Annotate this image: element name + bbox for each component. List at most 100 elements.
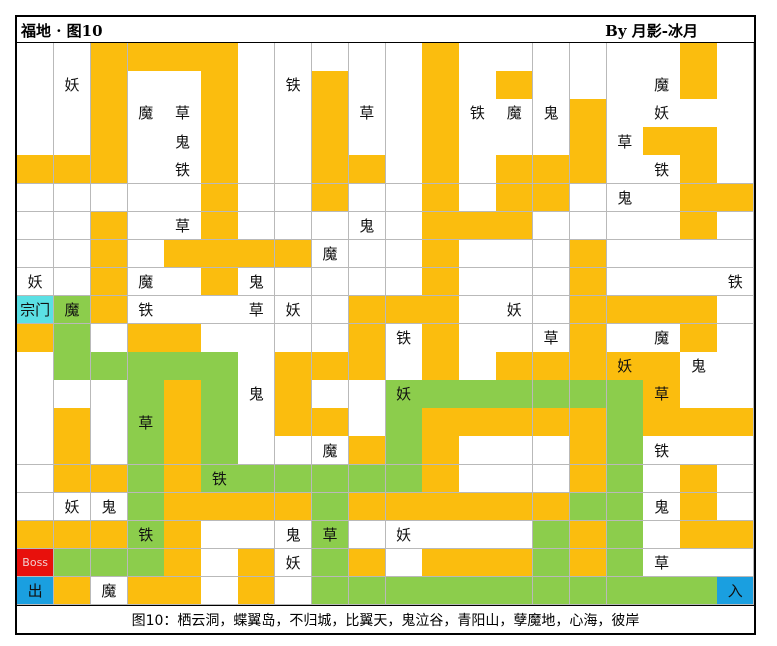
- map-tile: [53, 408, 92, 437]
- map-tile: [274, 239, 313, 269]
- map-tile: [422, 295, 460, 325]
- map-tile: [496, 576, 534, 606]
- map-tile-labeled: 草: [127, 408, 165, 437]
- map-tile: [532, 352, 571, 381]
- map-tile: [680, 239, 718, 269]
- map-tile: [127, 71, 165, 100]
- map-tile: [238, 548, 276, 578]
- map-tile: [127, 576, 165, 606]
- map-tile: [90, 324, 129, 353]
- map-tile: [311, 464, 350, 494]
- map-tile-labeled: 草: [606, 127, 644, 156]
- map-tile-labeled: 铁: [127, 520, 165, 550]
- map-tile: [717, 380, 755, 409]
- map-tile: [569, 520, 608, 550]
- map-tile: [422, 380, 460, 409]
- map-tile: [680, 183, 718, 213]
- map-tile: [90, 380, 129, 409]
- map-tile: [717, 520, 755, 550]
- map-tile: [717, 211, 755, 241]
- map-tile: [90, 267, 129, 297]
- map-tile: [164, 408, 202, 437]
- map-tile: [311, 71, 350, 100]
- map-tile-labeled: 铁: [274, 71, 313, 100]
- map-tile: [274, 352, 313, 381]
- map-tile: [680, 155, 718, 184]
- map-tile: [422, 352, 460, 381]
- map-tile: [238, 436, 276, 465]
- map-tile: [90, 211, 129, 241]
- map-tile: [164, 436, 202, 465]
- map-tile: [274, 380, 313, 409]
- map-tile: [90, 408, 129, 437]
- map-tile: [385, 436, 423, 465]
- map-tile: [17, 43, 55, 72]
- map-tile-labeled: 铁: [717, 267, 755, 297]
- map-tile: [643, 520, 681, 550]
- map-tile: [569, 464, 608, 494]
- map-tile: [53, 267, 92, 297]
- map-tile: [53, 127, 92, 156]
- map-tile: [311, 295, 350, 325]
- map-tile: [311, 267, 350, 297]
- map-tile: [606, 408, 644, 437]
- map-tile: [459, 520, 497, 550]
- map-tile: [238, 520, 276, 550]
- map-tile: [569, 239, 608, 269]
- map-tile: [680, 520, 718, 550]
- map-tile: [680, 576, 718, 606]
- map-tile: [127, 352, 165, 381]
- map-tile: [238, 155, 276, 184]
- map-tile: [606, 492, 644, 522]
- map-tile: [496, 127, 534, 156]
- map-tile: [569, 155, 608, 184]
- map-tile: [274, 436, 313, 465]
- map-tile: [201, 183, 239, 213]
- map-tile: [53, 352, 92, 381]
- map-tile-labeled: 魔: [127, 267, 165, 297]
- map-tile: [348, 71, 386, 100]
- map-tile-labeled: 铁: [164, 155, 202, 184]
- map-tile: [201, 576, 239, 606]
- map-tile-labeled: 妖: [17, 267, 55, 297]
- map-tile: [238, 99, 276, 128]
- map-tile: [496, 324, 534, 353]
- map-tile: [17, 155, 55, 184]
- author-credit: By 月影-冰月: [605, 22, 698, 40]
- map-tile: [680, 324, 718, 353]
- map-tile: [717, 71, 755, 100]
- map-tile: [422, 520, 460, 550]
- map-tile: [238, 127, 276, 156]
- map-tile-labeled: 铁: [201, 464, 239, 494]
- map-tile: [274, 464, 313, 494]
- map-tile: [532, 520, 571, 550]
- map-tile: [348, 267, 386, 297]
- map-tile: [17, 352, 55, 381]
- map-tile: [90, 295, 129, 325]
- map-tile: [459, 492, 497, 522]
- map-tile: [532, 267, 571, 297]
- map-tile: [569, 324, 608, 353]
- map-tile: [496, 155, 534, 184]
- map-tile: [348, 436, 386, 465]
- map-tile: [53, 155, 92, 184]
- map-tile: [606, 436, 644, 465]
- map-tile: [17, 492, 55, 522]
- map-tile: [385, 155, 423, 184]
- map-tile: [680, 380, 718, 409]
- map-tile: [201, 492, 239, 522]
- map-tile: [422, 408, 460, 437]
- map-tile: [680, 127, 718, 156]
- map-grid: 妖铁魔魔草草铁魔鬼妖鬼草铁铁鬼草鬼魔妖魔鬼铁宗门魔铁草妖妖铁草魔妖鬼鬼妖草草魔铁…: [17, 43, 755, 606]
- map-tile: [274, 127, 313, 156]
- map-tile: [496, 267, 534, 297]
- map-tile: [606, 43, 644, 72]
- map-tile-labeled: 鬼: [680, 352, 718, 381]
- map-tile: [53, 99, 92, 128]
- map-tile: [17, 520, 55, 550]
- map-tile: [53, 464, 92, 494]
- map-tile: [348, 408, 386, 437]
- map-tile: [238, 352, 276, 381]
- map-tile: [164, 352, 202, 381]
- map-tile: [459, 464, 497, 494]
